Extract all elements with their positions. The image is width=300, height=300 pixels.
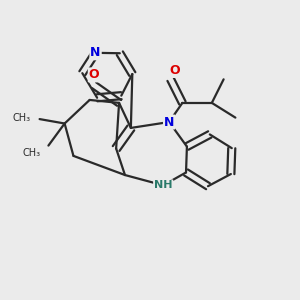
Text: N: N [90,46,101,59]
Text: NH: NH [154,180,172,190]
Text: O: O [170,64,180,77]
Text: N: N [164,116,174,128]
Text: O: O [89,68,99,81]
Text: CH₃: CH₃ [13,112,31,123]
Text: CH₃: CH₃ [23,148,41,158]
